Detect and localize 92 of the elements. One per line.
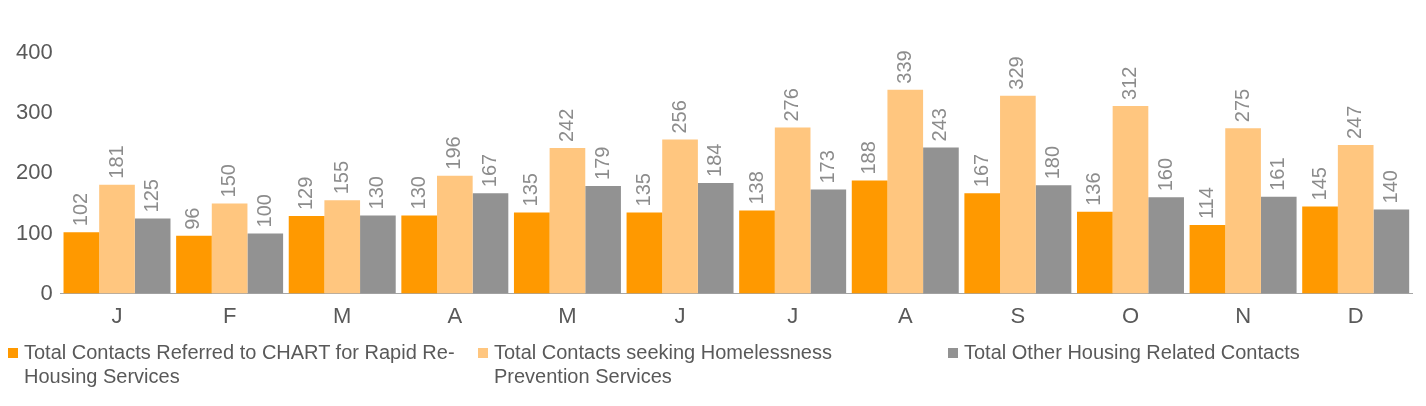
bar (513, 212, 550, 294)
data-label: 161 (1266, 157, 1289, 191)
data-label: 130 (365, 176, 388, 210)
data-label: 114 (1194, 187, 1217, 220)
data-label: 135 (519, 173, 542, 207)
data-label: 243 (928, 108, 951, 142)
bar (662, 139, 698, 294)
bar (697, 182, 734, 294)
x-tick-label: A (447, 302, 463, 328)
data-label: 276 (780, 88, 803, 122)
bar (1302, 206, 1338, 294)
data-label: 256 (667, 100, 690, 134)
bar (134, 218, 171, 294)
data-label: 180 (1041, 145, 1064, 180)
bar (585, 185, 621, 294)
x-tick-label: S (1010, 302, 1026, 328)
bar (472, 193, 509, 294)
y-tick-label: 0 (40, 279, 53, 305)
bar (1000, 95, 1036, 294)
data-label: 339 (892, 50, 915, 84)
bar (887, 89, 924, 294)
bar (739, 210, 775, 294)
data-label: 160 (1153, 157, 1176, 192)
x-tick-label: M (558, 302, 577, 328)
bar (324, 200, 361, 294)
bar (774, 127, 811, 294)
bar (437, 175, 473, 294)
data-label: 188 (857, 141, 880, 175)
data-label: 312 (1118, 66, 1140, 100)
data-label: 129 (294, 176, 317, 211)
bar (626, 212, 663, 294)
bar (247, 233, 284, 294)
data-label: 275 (1230, 88, 1253, 123)
y-tick-label: 100 (15, 219, 53, 245)
data-label: 130 (406, 176, 429, 210)
data-label: 247 (1343, 105, 1366, 140)
y-tick-label: 300 (15, 99, 53, 125)
x-tick-label: J (111, 302, 123, 328)
data-label: 167 (969, 153, 992, 188)
data-label: 138 (744, 171, 767, 205)
data-label: 102 (68, 192, 91, 227)
data-label: 179 (590, 146, 613, 180)
bar (176, 235, 212, 294)
bar (923, 147, 959, 294)
data-label: 155 (329, 160, 352, 195)
data-label: 136 (1082, 172, 1105, 206)
bar (360, 215, 396, 294)
bar (851, 180, 888, 294)
bar (1112, 105, 1149, 294)
bar (1148, 197, 1184, 294)
bar (1225, 128, 1261, 294)
bar (549, 148, 586, 294)
bar (1373, 209, 1410, 294)
bar (63, 232, 100, 294)
bar (1076, 211, 1113, 294)
bar (964, 193, 1001, 294)
x-tick-label: J (674, 302, 686, 328)
data-label: 150 (217, 164, 240, 198)
bar (401, 215, 437, 294)
data-label: 96 (181, 207, 204, 230)
bar (99, 184, 135, 294)
data-label: 242 (554, 108, 577, 143)
bar (211, 203, 248, 294)
data-label: 167 (478, 153, 501, 188)
x-tick-label: N (1235, 302, 1252, 328)
x-tick-label: F (222, 302, 237, 328)
bar (1035, 185, 1072, 294)
data-label: 125 (140, 179, 163, 213)
x-tick-label: A (897, 302, 913, 328)
legend-label: Total Other Housing Related Contacts (964, 340, 1300, 364)
bar (1189, 225, 1226, 294)
legend-label: Total Contacts Referred to CHART for Rapid Re-Housing Services (24, 340, 456, 388)
data-label: 184 (703, 143, 726, 177)
y-tick-label: 200 (15, 159, 53, 185)
data-label: 145 (1307, 167, 1330, 201)
x-tick-label: M (333, 302, 352, 328)
data-label: 135 (631, 173, 654, 207)
bar (810, 189, 847, 294)
data-label: 100 (252, 194, 275, 228)
legend-label: Total Contacts seeking Homelessness Prevention Services (494, 340, 833, 388)
data-label: 196 (442, 136, 465, 170)
data-label: 140 (1378, 170, 1401, 204)
x-tick-label: D (1347, 302, 1364, 328)
y-tick-label: 400 (15, 39, 53, 65)
bar (1337, 145, 1374, 294)
data-label: 173 (815, 150, 838, 184)
x-tick-label: O (1121, 302, 1140, 328)
bar (1260, 196, 1297, 294)
bar (288, 216, 325, 294)
x-tick-label: J (787, 302, 799, 328)
data-label: 329 (1005, 56, 1028, 90)
data-label: 181 (104, 145, 127, 179)
